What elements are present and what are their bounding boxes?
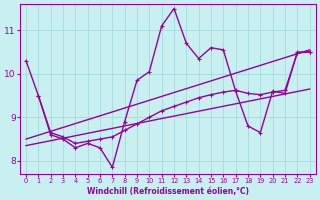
X-axis label: Windchill (Refroidissement éolien,°C): Windchill (Refroidissement éolien,°C): [87, 187, 249, 196]
